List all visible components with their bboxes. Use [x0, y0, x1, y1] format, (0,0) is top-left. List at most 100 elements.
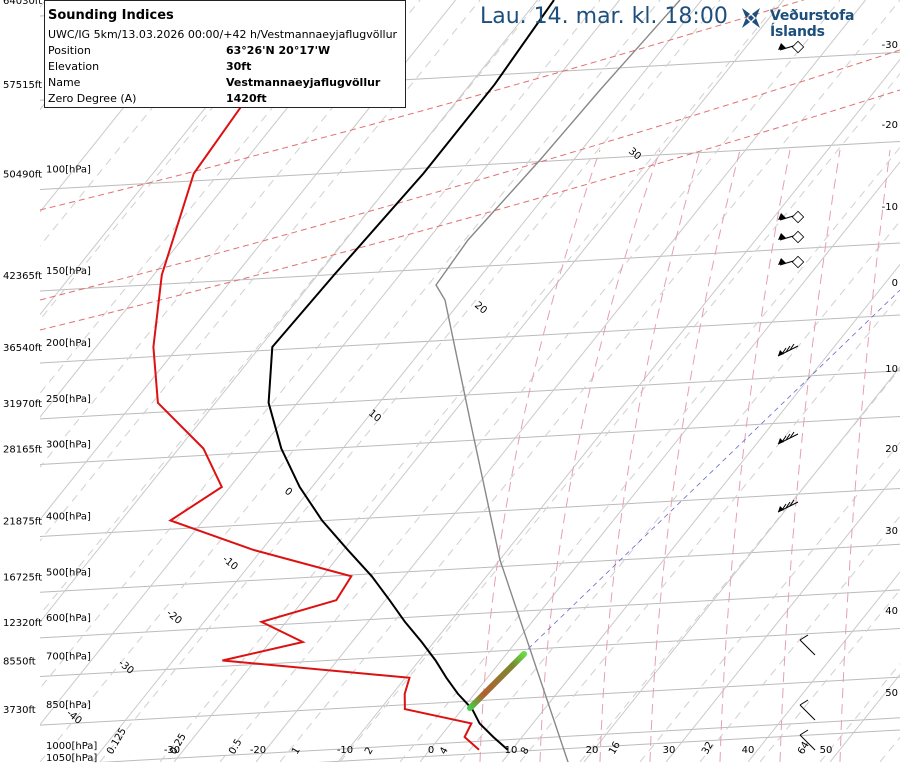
right-axis-label: 50 [885, 688, 898, 699]
isotherm-line [583, 366, 900, 762]
height-label: 57515ft [3, 80, 42, 91]
right-axis-label: 40 [885, 606, 898, 617]
isotherm-label: -20 [250, 745, 266, 756]
mixing-ratio-line [40, 89, 900, 331]
height-label: 21875ft [3, 516, 42, 527]
mixing-ratio-label: 1 [290, 745, 303, 756]
low-level-indicator [467, 651, 527, 711]
mixing-ratio-label: 8 [519, 745, 532, 756]
right-axis-label: 0 [892, 278, 898, 289]
wind-barb [778, 40, 805, 54]
moist-adiabat [599, 149, 701, 762]
mixing-ratio-line [40, 49, 900, 301]
moist-adiabat [839, 149, 891, 762]
isobar-line [40, 676, 900, 726]
pressure-label: 500[hPa] [46, 567, 91, 578]
info-value: Vestmannaeyjaflugvöllur [226, 76, 381, 89]
dry-adiabat [819, 662, 900, 762]
sounding-indices-box: Sounding Indices UWC/IG 5km/13.03.2026 0… [44, 0, 406, 108]
vedurstofa-logo-text: Veðurstofa Íslands [770, 8, 855, 40]
isobar-line [40, 242, 900, 292]
info-key: Name [48, 76, 81, 89]
dry-adiabat [699, 515, 900, 762]
height-label: 12320ft [3, 618, 42, 629]
sounding-indices-title: Sounding Indices [48, 8, 174, 23]
isotherm-diagonal-label: -20 [164, 608, 184, 627]
wind-barb [778, 255, 805, 269]
mixing-ratio-label: 64 [796, 740, 812, 757]
isotherm-label: 0 [428, 745, 434, 756]
labels-layer: 1050[hPa]1000[hPa] 3730ft 850[hPa] 8550ft 70… [3, 0, 898, 764]
isotherm-label: -10 [337, 745, 353, 756]
isotherm-line [91, 0, 702, 762]
temperature-line [267, 0, 555, 751]
info-value: 63°26'N 20°17'W [226, 44, 331, 57]
dry-adiabat [579, 367, 900, 762]
mixing-ratio-label: 2 [363, 745, 376, 756]
isobar-line [40, 415, 900, 465]
info-key: Position [48, 44, 91, 57]
isotherm-line [173, 0, 784, 762]
wind-barbs [777, 40, 816, 751]
isobar-line [40, 370, 900, 420]
height-label: 8550ft [3, 657, 36, 668]
right-axis-label: 30 [885, 526, 898, 537]
pressure-label: 100[hPa] [46, 164, 91, 175]
dry-adiabat [40, 0, 541, 616]
model-run-info: UWC/IG 5km/13.03.2026 00:00/+42 h/Vestma… [48, 28, 398, 41]
pressure-label: 150[hPa] [46, 266, 91, 277]
dry-adiabat [40, 0, 241, 247]
info-value: 1420ft [226, 92, 267, 105]
isobar-line [40, 140, 900, 190]
dry-adiabat [279, 0, 900, 762]
pressure-label: 700[hPa] [46, 652, 91, 663]
right-axis-label: -10 [882, 202, 898, 213]
mixing-ratio-label: 4 [438, 745, 451, 756]
isotherm-line [255, 0, 866, 762]
isotherm-line [747, 571, 900, 762]
isotherm-label: 40 [742, 745, 755, 756]
info-value: 30ft [226, 60, 252, 73]
isotherm-line [40, 0, 538, 623]
isotherm-line [40, 0, 210, 213]
pressure-label: 200[hPa] [46, 338, 91, 349]
right-axis-label: 10 [885, 364, 898, 375]
isotherm-line [501, 263, 900, 762]
dry-adiabat [99, 0, 721, 762]
mixing-ratio-label: 16 [607, 740, 623, 757]
isobar-line [40, 314, 900, 364]
pressure-label: 300[hPa] [46, 439, 91, 450]
wind-barb [799, 634, 816, 656]
isotherm-diagonal-label: 30 [626, 146, 643, 163]
wind-barb [777, 431, 799, 445]
pressure-label: 1000[hPa] [46, 741, 97, 752]
dewpoint-line [152, 0, 480, 751]
vedurstofa-logo-icon [742, 8, 760, 28]
dry-adiabat [219, 0, 841, 762]
pressure-label: 850[hPa] [46, 700, 91, 711]
isotherm-label: -30 [164, 745, 180, 756]
dry-adiabat [339, 72, 900, 762]
isobar-line [40, 628, 900, 678]
mixing-ratio-label: 0.5 [227, 737, 244, 756]
isotherm-line [40, 0, 46, 8]
height-label: 28165ft [3, 444, 42, 455]
isotherm-label: 30 [663, 745, 676, 756]
pressure-label: 400[hPa] [46, 511, 91, 522]
dry-adiabat [40, 0, 301, 321]
series-layer [152, 0, 555, 751]
isotherm-line [40, 0, 374, 418]
pressure-label: 1050[hPa] [46, 753, 97, 764]
isotherm-line [40, 0, 292, 316]
dry-adiabat [399, 146, 900, 762]
isotherm-diagonal-label: 0 [282, 486, 294, 499]
dry-adiabat [40, 0, 601, 690]
height-label: 31970ft [3, 399, 42, 410]
right-axis-label: 20 [885, 444, 898, 455]
freezing-line [469, 289, 900, 706]
info-key: Elevation [48, 60, 100, 73]
dry-adiabat [40, 0, 481, 542]
height-label: 50490ft [3, 169, 42, 180]
